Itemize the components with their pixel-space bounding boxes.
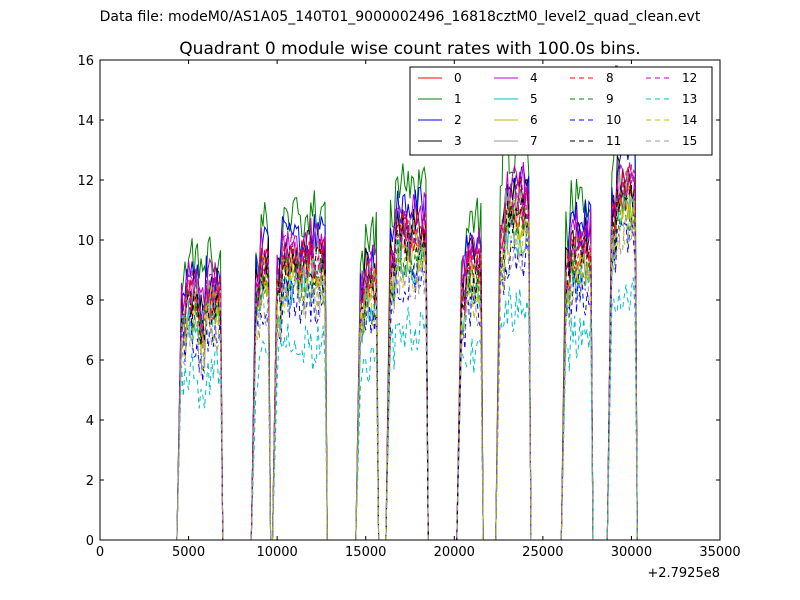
- series-line-8: [160, 163, 638, 541]
- y-tick-label: 12: [77, 174, 94, 189]
- legend-label: 11: [606, 134, 621, 148]
- legend-label: 15: [682, 134, 697, 148]
- series-line-1: [160, 65, 638, 541]
- x-tick-label: 5000: [172, 545, 205, 560]
- legend-label: 9: [606, 92, 614, 106]
- series-line-15: [160, 215, 638, 541]
- y-tick-label: 8: [86, 294, 94, 309]
- series-line-14: [160, 204, 638, 541]
- x-tick-label: 0: [96, 545, 104, 560]
- series-line-13: [160, 277, 638, 541]
- tick-layer: 0 5000 10000 15000 20000 25000 30000 35000 0 2 4 6 8…: [77, 54, 740, 560]
- legend-label: 2: [454, 113, 462, 127]
- legend-label: 5: [530, 92, 538, 106]
- x-tick-label: 30000: [611, 545, 652, 560]
- series-layer: [160, 65, 638, 541]
- legend-label: 6: [530, 113, 538, 127]
- x-offset-label: +2.7925e8: [647, 566, 720, 581]
- x-tick-label: 15000: [345, 545, 386, 560]
- y-tick-label: 10: [77, 234, 94, 249]
- y-tick-label: 4: [86, 414, 94, 429]
- legend-label: 8: [606, 71, 614, 85]
- series-line-4: [160, 161, 638, 541]
- legend-label: 3: [454, 134, 462, 148]
- y-tick-label: 6: [86, 354, 94, 369]
- legend-frame: [409, 66, 713, 156]
- series-line-9: [160, 192, 638, 541]
- legend-label: 10: [606, 113, 621, 127]
- y-tick-label: 14: [77, 114, 94, 129]
- y-tick-label: 0: [86, 534, 94, 549]
- y-tick-label: 2: [86, 474, 94, 489]
- y-tick-label: 16: [77, 54, 94, 69]
- x-tick-label: 10000: [256, 545, 297, 560]
- series-line-12: [160, 161, 638, 541]
- x-tick-label: 25000: [522, 545, 563, 560]
- chart-title: Quadrant 0 module wise count rates with …: [179, 39, 640, 59]
- series-line-2: [160, 136, 638, 541]
- legend-label: 0: [454, 71, 462, 85]
- legend-label: 4: [530, 71, 538, 85]
- x-tick-label: 35000: [699, 545, 740, 560]
- legend-label: 1: [454, 92, 462, 106]
- legend-label: 7: [530, 134, 538, 148]
- figure-suptitle: Data file: modeM0/AS1A05_140T01_90000024…: [99, 9, 701, 25]
- legend-label: 13: [682, 92, 697, 106]
- legend-label: 14: [682, 113, 697, 127]
- x-tick-label: 20000: [434, 545, 475, 560]
- legend-label: 12: [682, 71, 697, 85]
